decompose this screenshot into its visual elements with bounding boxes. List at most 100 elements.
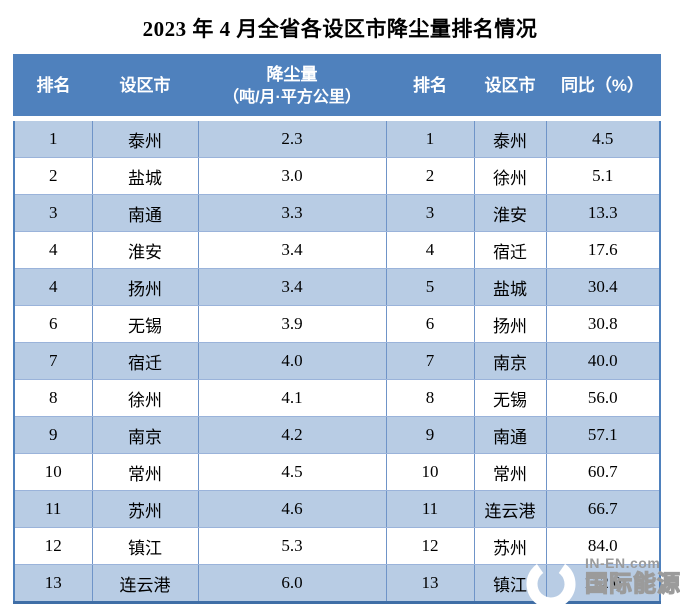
cell-city-left: 淮安: [91, 231, 199, 269]
cell-dustfall: 2.3: [197, 118, 387, 158]
cell-city-right: 连云港: [473, 490, 547, 528]
cell-rank-right: 11: [385, 490, 475, 528]
cell-rank-left: 4: [13, 231, 93, 269]
cell-city-left: 盐城: [91, 157, 199, 195]
cell-dustfall: 5.3: [197, 527, 387, 565]
cell-rank-right: 4: [385, 231, 475, 269]
cell-rank-left: 2: [13, 157, 93, 195]
table-row: 3 南通 3.3 3 淮安 13.3: [13, 194, 661, 232]
cell-city-right: 镇江: [473, 564, 547, 603]
cell-rank-left: 12: [13, 527, 93, 565]
table-row: 2 盐城 3.0 2 徐州 5.1: [13, 157, 661, 195]
cell-city-right: 南京: [473, 342, 547, 380]
cell-rank-right: 5: [385, 268, 475, 306]
cell-dustfall: 4.1: [197, 379, 387, 417]
table-header: 排名 设区市 降尘量 （吨/月·平方公里） 排名 设区市 同比（%）: [14, 55, 660, 121]
cell-dustfall: 4.2: [197, 416, 387, 454]
cell-yoy: 112.0: [545, 564, 661, 603]
cell-rank-left: 1: [13, 118, 93, 158]
cell-rank-left: 7: [13, 342, 93, 380]
cell-city-left: 南京: [91, 416, 199, 454]
table-row: 8 徐州 4.1 8 无锡 56.0: [13, 379, 661, 417]
cell-city-left: 连云港: [91, 564, 199, 603]
cell-rank-right: 3: [385, 194, 475, 232]
cell-city-left: 南通: [91, 194, 199, 232]
cell-dustfall: 3.4: [197, 268, 387, 306]
cell-rank-right: 10: [385, 453, 475, 491]
header-rank-left: 排名: [14, 55, 92, 121]
cell-dustfall: 3.9: [197, 305, 387, 343]
cell-city-left: 常州: [91, 453, 199, 491]
dustfall-ranking-table: 排名 设区市 降尘量 （吨/月·平方公里） 排名 设区市 同比（%） 1 泰州 …: [13, 54, 661, 604]
table-row: 9 南京 4.2 9 南通 57.1: [13, 416, 661, 454]
cell-yoy: 60.7: [545, 453, 661, 491]
cell-city-left: 苏州: [91, 490, 199, 528]
cell-rank-right: 12: [385, 527, 475, 565]
cell-rank-left: 13: [13, 564, 93, 603]
cell-dustfall: 4.0: [197, 342, 387, 380]
cell-city-right: 淮安: [473, 194, 547, 232]
cell-yoy: 5.1: [545, 157, 661, 195]
page-title: 2023 年 4 月全省各设区市降尘量排名情况: [142, 17, 538, 41]
table-row: 7 宿迁 4.0 7 南京 40.0: [13, 342, 661, 380]
cell-city-left: 宿迁: [91, 342, 199, 380]
cell-rank-left: 11: [13, 490, 93, 528]
cell-dustfall: 3.4: [197, 231, 387, 269]
header-dustfall-line2: （吨/月·平方公里）: [223, 88, 361, 106]
cell-rank-right: 6: [385, 305, 475, 343]
cell-rank-right: 13: [385, 564, 475, 603]
cell-yoy: 84.0: [545, 527, 661, 565]
cell-yoy: 40.0: [545, 342, 661, 380]
cell-city-left: 扬州: [91, 268, 199, 306]
table-row: 11 苏州 4.6 11 连云港 66.7: [13, 490, 661, 528]
cell-yoy: 4.5: [545, 118, 661, 158]
cell-city-left: 镇江: [91, 527, 199, 565]
cell-city-left: 无锡: [91, 305, 199, 343]
header-city-left: 设区市: [92, 55, 198, 121]
cell-yoy: 13.3: [545, 194, 661, 232]
cell-city-right: 常州: [473, 453, 547, 491]
cell-dustfall: 6.0: [197, 564, 387, 603]
cell-city-right: 泰州: [473, 118, 547, 158]
cell-rank-left: 9: [13, 416, 93, 454]
cell-yoy: 57.1: [545, 416, 661, 454]
cell-city-right: 徐州: [473, 157, 547, 195]
cell-city-right: 扬州: [473, 305, 547, 343]
cell-yoy: 30.8: [545, 305, 661, 343]
cell-rank-right: 2: [385, 157, 475, 195]
cell-rank-right: 8: [385, 379, 475, 417]
table-row: 12 镇江 5.3 12 苏州 84.0: [13, 527, 661, 565]
table-row: 4 扬州 3.4 5 盐城 30.4: [13, 268, 661, 306]
table-row: 1 泰州 2.3 1 泰州 4.5: [13, 118, 661, 158]
cell-dustfall: 3.0: [197, 157, 387, 195]
cell-yoy: 56.0: [545, 379, 661, 417]
cell-city-left: 泰州: [91, 118, 199, 158]
cell-dustfall: 3.3: [197, 194, 387, 232]
cell-rank-right: 1: [385, 118, 475, 158]
cell-dustfall: 4.6: [197, 490, 387, 528]
cell-yoy: 17.6: [545, 231, 661, 269]
cell-city-right: 无锡: [473, 379, 547, 417]
header-dustfall-line1: 降尘量: [266, 64, 318, 84]
cell-city-right: 南通: [473, 416, 547, 454]
cell-dustfall: 4.5: [197, 453, 387, 491]
cell-city-left: 徐州: [91, 379, 199, 417]
table-row: 6 无锡 3.9 6 扬州 30.8: [13, 305, 661, 343]
cell-rank-left: 4: [13, 268, 93, 306]
header-yoy: 同比（%）: [546, 55, 660, 121]
cell-rank-left: 10: [13, 453, 93, 491]
header-rank-right: 排名: [386, 55, 474, 121]
table-row: 13 连云港 6.0 13 镇江 112.0: [13, 564, 661, 603]
cell-yoy: 66.7: [545, 490, 661, 528]
table-row: 10 常州 4.5 10 常州 60.7: [13, 453, 661, 491]
cell-rank-right: 9: [385, 416, 475, 454]
table-row: 4 淮安 3.4 4 宿迁 17.6: [13, 231, 661, 269]
table-body: 1 泰州 2.3 1 泰州 4.5 2 盐城 3.0 2 徐州 5.1 3 南通…: [13, 118, 661, 603]
cell-yoy: 30.4: [545, 268, 661, 306]
cell-city-right: 盐城: [473, 268, 547, 306]
cell-rank-right: 7: [385, 342, 475, 380]
cell-rank-left: 8: [13, 379, 93, 417]
cell-city-right: 苏州: [473, 527, 547, 565]
cell-rank-left: 6: [13, 305, 93, 343]
header-city-right: 设区市: [474, 55, 546, 121]
